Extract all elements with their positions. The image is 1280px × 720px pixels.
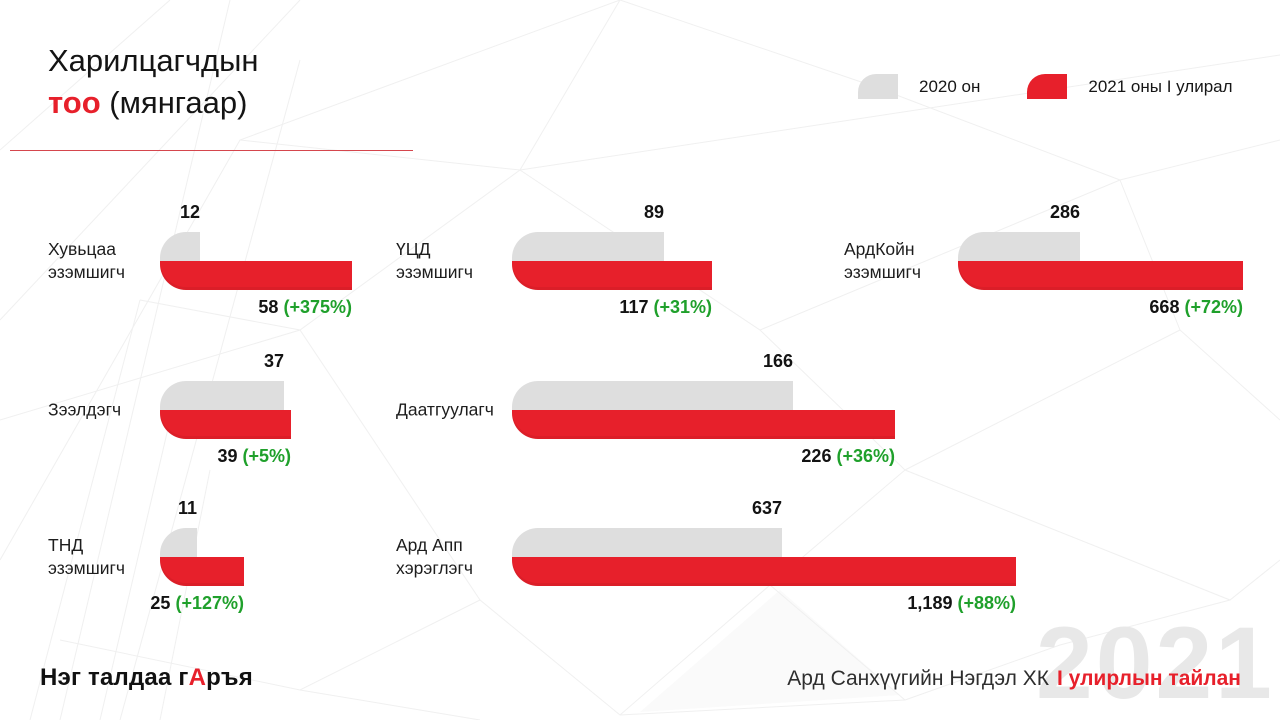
- logo-text-pre: Нэг талдаа г: [40, 664, 189, 691]
- bar-2020: [512, 528, 782, 557]
- logo-text-post: ръя: [206, 664, 253, 691]
- legend-swatch-2021: [1027, 74, 1068, 99]
- bar-2021: [160, 410, 291, 439]
- ard-logo-a-icon: А: [188, 664, 207, 691]
- value-2021: 226 (+36%): [801, 446, 895, 467]
- bar-2021: [512, 410, 895, 439]
- bar-2020: [160, 232, 200, 261]
- value-2021-number: 1,189: [907, 593, 953, 613]
- bar-2021: [160, 557, 244, 586]
- category-label: Ард Апп хэрэглэгч: [396, 535, 473, 578]
- value-2020: 11: [177, 498, 197, 518]
- change-percent: (+5%): [237, 446, 291, 466]
- legend-label-2021: 2021 оны I улирал: [1088, 76, 1233, 96]
- category-label: Зээлдэгч: [48, 399, 122, 420]
- change-percent: (+88%): [952, 593, 1016, 613]
- watermark-2021: 2021: [1036, 606, 1275, 720]
- change-percent: (+36%): [831, 446, 895, 466]
- legend: 2020 он 2021 оны I улирал: [858, 74, 1233, 99]
- title-line1: Харилцагчдын: [48, 43, 259, 78]
- bar-2021: [512, 261, 712, 290]
- value-2021: 1,189 (+88%): [907, 593, 1016, 614]
- legend-swatch-2020: [858, 74, 898, 99]
- change-percent: (+375%): [278, 297, 352, 317]
- value-2021: 668 (+72%): [1149, 297, 1243, 318]
- bar-2020: [958, 232, 1080, 261]
- bar-2020: [512, 381, 793, 410]
- brand-slogan: Нэг талдаа гАръя: [40, 664, 253, 692]
- legend-item-2020: 2020 он: [858, 74, 980, 99]
- value-2020: 286: [1049, 202, 1080, 222]
- value-2021: 58 (+375%): [258, 297, 352, 318]
- value-2021-number: 58: [258, 297, 279, 317]
- title-line2-rest: (мянгаар): [100, 85, 248, 120]
- company-name: Ард Санхүүгийн Нэгдэл ХК: [787, 667, 1049, 690]
- value-2021-number: 25: [150, 593, 171, 613]
- report-period: I улирлын тайлан: [1057, 667, 1241, 690]
- value-2021-number: 226: [801, 446, 832, 466]
- value-2020: 637: [751, 498, 782, 518]
- change-percent: (+31%): [648, 297, 712, 317]
- category-label: ҮЦД эзэмшигч: [396, 239, 474, 282]
- change-percent: (+72%): [1179, 297, 1243, 317]
- title-underline: [10, 150, 413, 151]
- report-title: Ард Санхүүгийн Нэгдэл ХК I улирлын тайлан: [787, 667, 1241, 691]
- value-2021-number: 668: [1149, 297, 1180, 317]
- legend-label-2020: 2020 он: [919, 76, 981, 96]
- value-2020: 166: [762, 351, 793, 371]
- bar-2020: [512, 232, 664, 261]
- bar-2020: [160, 528, 197, 557]
- value-2021: 39 (+5%): [217, 446, 291, 467]
- bar-2021: [512, 557, 1016, 586]
- value-2020: 12: [179, 202, 200, 222]
- category-label: ТНД эзэмшигч: [48, 535, 126, 578]
- bar-2020: [160, 381, 284, 410]
- value-2020: 89: [643, 202, 664, 222]
- value-2021-number: 117: [619, 297, 649, 317]
- title-line2: тоо (мянгаар): [48, 82, 259, 124]
- value-2021: 25 (+127%): [150, 593, 244, 614]
- category-label: Хувьцаа эзэмшигч: [48, 239, 126, 282]
- value-2021-number: 39: [217, 446, 238, 466]
- value-2021: 117 (+31%): [619, 297, 712, 318]
- change-percent: (+127%): [170, 593, 244, 613]
- category-label: Даатгуулагч: [396, 399, 494, 420]
- legend-item-2021: 2021 оны I улирал: [1027, 74, 1233, 99]
- page-title: Харилцагчдын тоо (мянгаар): [48, 40, 259, 124]
- bar-2021: [160, 261, 352, 290]
- bar-2021: [958, 261, 1243, 290]
- value-2020: 37: [263, 351, 284, 371]
- title-accent: тоо: [48, 85, 101, 120]
- category-label: АрдКойн эзэмшигч: [844, 239, 922, 282]
